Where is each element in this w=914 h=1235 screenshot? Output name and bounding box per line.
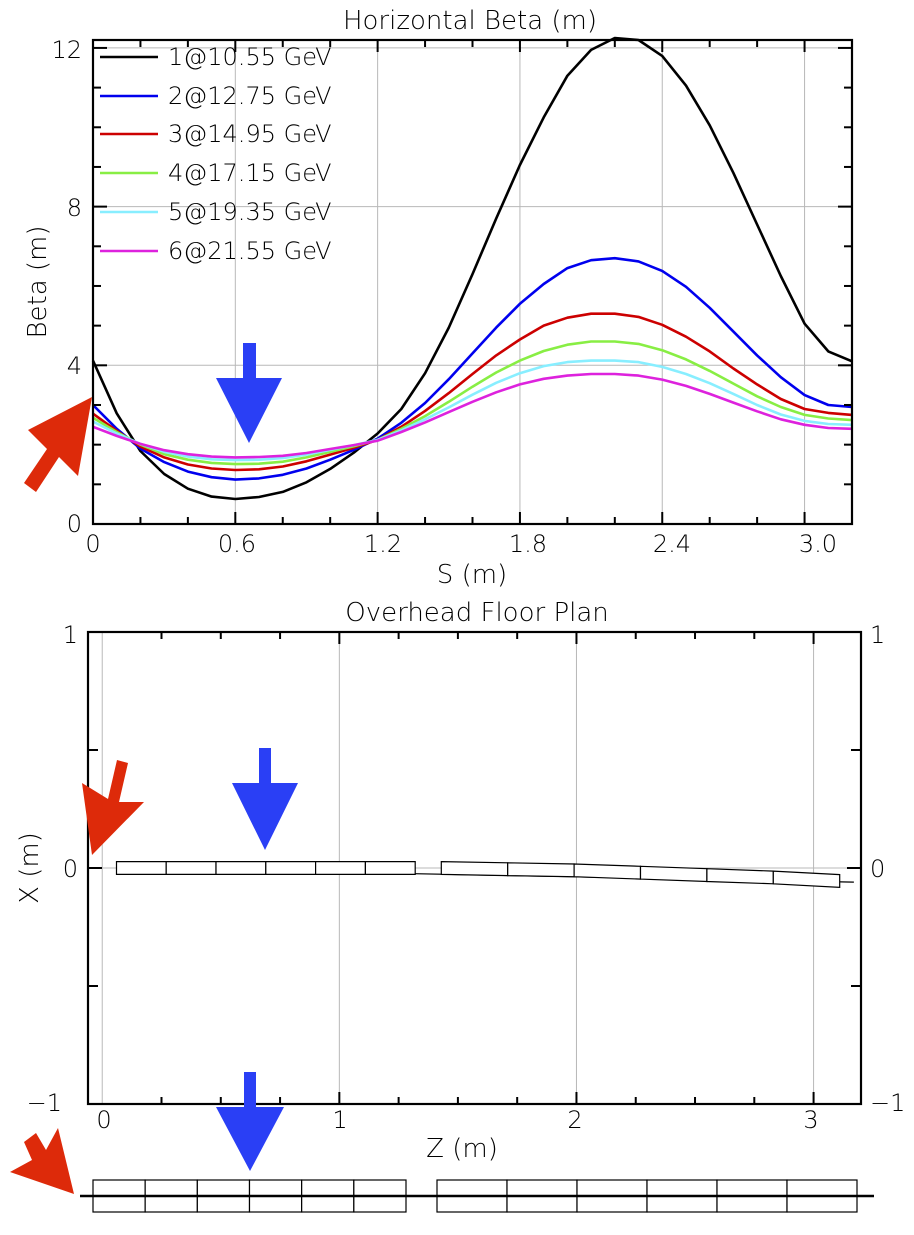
blue-arrow-down	[216, 343, 282, 443]
legend-label-6: 6@21.55 GeV	[168, 237, 332, 265]
strip-box-lower	[716, 1195, 788, 1213]
beta-y-tick-label: 4	[67, 352, 82, 380]
beta-tick-marks	[93, 40, 852, 524]
strip-box-upper	[716, 1179, 788, 1197]
beta-series-line-4	[92, 340, 853, 466]
red-arrow-icon	[10, 1128, 74, 1194]
legend-label-4: 4@17.15 GeV	[168, 159, 332, 187]
overhead-floor-plan-chart: Overhead Floor Plan Z (m) X (m) 0 1 2 3 …	[15, 598, 905, 1164]
floor-y-tick-label-left: −1	[27, 1089, 62, 1117]
floor-plan-elements	[115, 860, 854, 889]
floor-y-tick-label-left: 1	[63, 621, 78, 649]
floor-y-tick-label-right: 1	[870, 621, 885, 649]
strip-box-upper	[506, 1179, 578, 1197]
beta-series-line-6	[92, 372, 853, 459]
beta-plot-frame	[91, 38, 854, 526]
beta-legend: 1@10.55 GeV 2@12.75 GeV 3@14.95 GeV 4@17…	[100, 43, 332, 265]
floor-y-axis-label: X (m)	[15, 832, 45, 904]
blue-arrow-down-strip	[216, 1072, 284, 1171]
strip-box-upper	[144, 1179, 198, 1197]
beta-y-tick-label: 12	[51, 36, 82, 64]
strip-box-lower	[144, 1195, 198, 1213]
beta-series-line-2	[92, 256, 853, 481]
beta-series-lines	[91, 36, 853, 501]
red-arrow-icon	[82, 760, 144, 855]
beta-grid	[93, 40, 852, 524]
red-arrow-diagonal-strip	[10, 1128, 74, 1194]
strip-box-upper	[92, 1179, 146, 1197]
red-arrow-icon	[24, 397, 92, 492]
legend-label-1: 1@10.55 GeV	[168, 43, 332, 71]
beta-chart-title: Horizontal Beta (m)	[343, 6, 597, 36]
strip-box-upper	[576, 1179, 648, 1197]
blue-arrow-down-floor	[232, 748, 298, 850]
strip-box-upper	[301, 1179, 355, 1197]
floor-y-tick-label-right: 0	[870, 855, 885, 883]
strip-box-lower	[786, 1195, 858, 1213]
floor-element-9	[573, 863, 642, 880]
strip-box-lower	[92, 1195, 146, 1213]
blue-arrow-icon	[232, 748, 298, 850]
floor-element-2	[165, 860, 217, 876]
blue-arrow-icon	[216, 343, 282, 443]
floor-tick-marks	[88, 632, 861, 1104]
legend-label-5: 5@19.35 GeV	[168, 198, 332, 226]
beamline-layout-strip	[10, 1072, 874, 1213]
strip-box-upper	[353, 1179, 407, 1197]
legend-label-3: 3@14.95 GeV	[168, 120, 332, 148]
floor-x-tick-label: 3	[803, 1106, 818, 1134]
floor-x-axis-label: Z (m)	[426, 1134, 498, 1164]
strip-box-lower	[646, 1195, 718, 1213]
floor-element-3	[215, 860, 267, 876]
beta-series-line-5	[92, 359, 853, 462]
floor-element-11	[706, 868, 774, 885]
beta-y-tick-label: 8	[67, 194, 82, 222]
beta-y-axis-label: Beta (m)	[23, 225, 53, 338]
beta-x-tick-label: 0.6	[218, 530, 256, 558]
floor-x-tick-label: 2	[567, 1106, 582, 1134]
red-arrow-diagonal	[24, 397, 92, 492]
floor-y-tick-label-right: −1	[870, 1089, 905, 1117]
beta-x-tick-label: 1.8	[509, 530, 547, 558]
horizontal-beta-chart: Horizontal Beta (m) S (m) Beta (m) 0 0.6…	[23, 6, 854, 590]
strip-box-lower	[576, 1195, 648, 1213]
beta-series-line-3	[92, 312, 853, 472]
floor-chart-title: Overhead Floor Plan	[345, 598, 609, 628]
floor-x-tick-label: 1	[332, 1106, 347, 1134]
floor-element-10	[639, 865, 708, 883]
strip-box-lower	[436, 1195, 508, 1213]
strip-box-upper	[646, 1179, 718, 1197]
strip-box-upper	[786, 1179, 858, 1197]
beta-x-tick-label: 2.4	[653, 530, 691, 558]
strip-box-lower	[196, 1195, 251, 1213]
strip-box-lower	[248, 1195, 303, 1213]
strip-box-lower	[353, 1195, 407, 1213]
floor-element-1	[115, 860, 167, 876]
strip-box-lower	[301, 1195, 355, 1213]
beta-series-line-1	[91, 36, 853, 501]
beta-x-tick-label: 3.0	[799, 530, 837, 558]
floor-element-4	[265, 860, 317, 876]
floor-element-6	[364, 860, 416, 876]
floor-element-12	[772, 870, 841, 889]
strip-box-upper	[196, 1179, 251, 1197]
beta-x-tick-label: 0	[85, 530, 100, 558]
blue-arrow-icon	[216, 1072, 284, 1171]
floor-element-5	[315, 860, 366, 876]
floor-x-tick-label: 0	[96, 1106, 111, 1134]
floor-element-7	[440, 860, 509, 877]
strip-box-upper	[248, 1179, 303, 1197]
legend-label-2: 2@12.75 GeV	[168, 82, 332, 110]
strip-box-lower	[506, 1195, 578, 1213]
floor-y-tick-label-left: 0	[63, 855, 78, 883]
floor-element-8	[507, 862, 575, 878]
strip-element-boxes	[92, 1179, 858, 1213]
beta-x-tick-label: 1.2	[364, 530, 402, 558]
strip-box-upper	[436, 1179, 508, 1197]
beta-y-tick-label: 0	[67, 510, 82, 538]
red-arrow-diagonal-floor	[82, 760, 144, 855]
beta-x-axis-label: S (m)	[437, 560, 507, 590]
